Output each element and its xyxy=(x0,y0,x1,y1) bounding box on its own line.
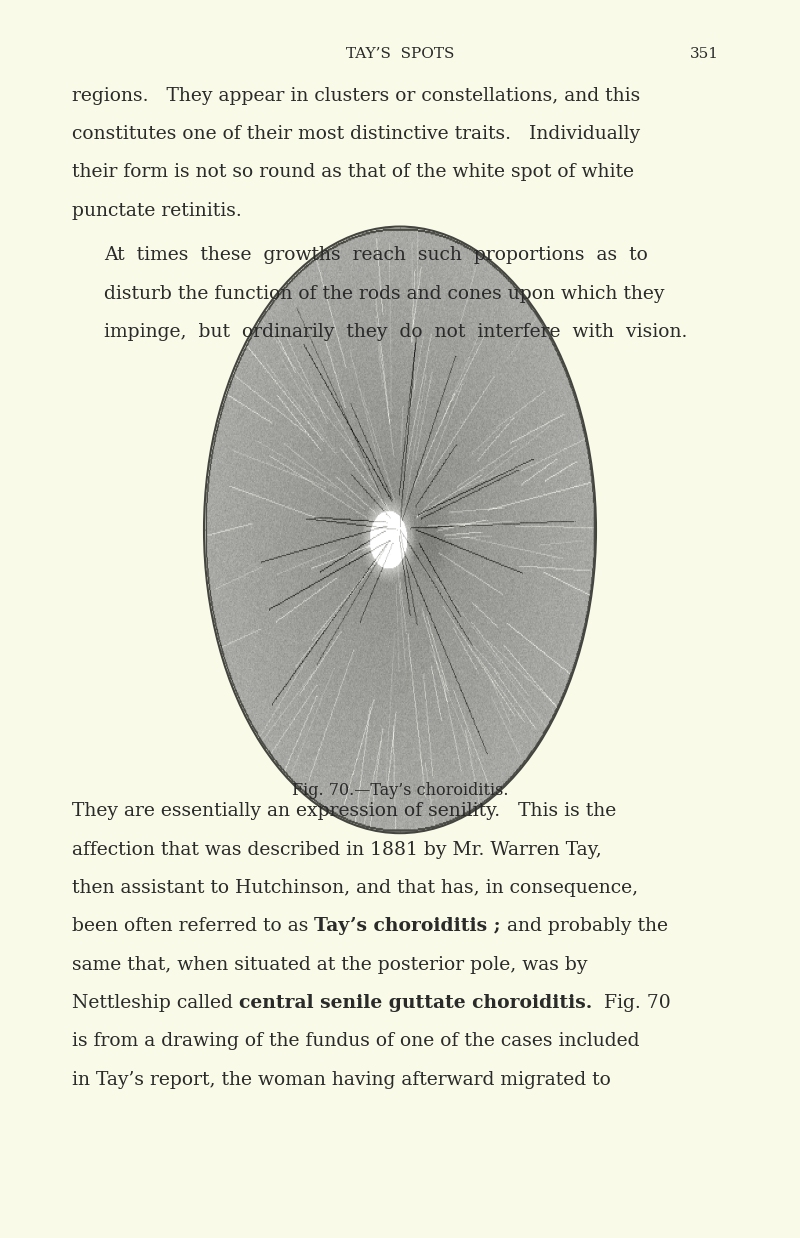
Text: in Tay’s report, the woman having afterward migrated to: in Tay’s report, the woman having afterw… xyxy=(72,1071,611,1089)
Text: Tay’s choroiditis ;: Tay’s choroiditis ; xyxy=(314,917,501,936)
Text: same that, when situated at the posterior pole, was by: same that, when situated at the posterio… xyxy=(72,956,587,974)
Text: then assistant to Hutchinson, and that has, in consequence,: then assistant to Hutchinson, and that h… xyxy=(72,879,638,898)
Text: TAY’S  SPOTS: TAY’S SPOTS xyxy=(346,47,454,62)
Text: their form is not so round as that of the white spot of white: their form is not so round as that of th… xyxy=(72,163,634,182)
Text: been often referred to as: been often referred to as xyxy=(72,917,314,936)
Text: They are essentially an expression of senility.   This is the: They are essentially an expression of se… xyxy=(72,802,616,821)
Text: regions.   They appear in clusters or constellations, and this: regions. They appear in clusters or cons… xyxy=(72,87,640,105)
Text: Fig. 70.—Tay’s choroiditis.: Fig. 70.—Tay’s choroiditis. xyxy=(292,782,508,800)
Text: affection that was described in 1881 by Mr. Warren Tay,: affection that was described in 1881 by … xyxy=(72,841,602,859)
Text: Fig. 70: Fig. 70 xyxy=(592,994,671,1013)
Text: disturb the function of the rods and cones upon which they: disturb the function of the rods and con… xyxy=(104,285,665,303)
Text: and probably the: and probably the xyxy=(501,917,668,936)
Text: is from a drawing of the fundus of one of the cases included: is from a drawing of the fundus of one o… xyxy=(72,1032,639,1051)
Text: constitutes one of their most distinctive traits.   Individually: constitutes one of their most distinctiv… xyxy=(72,125,640,144)
Text: impinge,  but  ordinarily  they  do  not  interfere  with  vision.: impinge, but ordinarily they do not inte… xyxy=(104,323,687,342)
Text: At  times  these  growths  reach  such  proportions  as  to: At times these growths reach such propor… xyxy=(104,246,648,265)
Text: punctate retinitis.: punctate retinitis. xyxy=(72,202,242,220)
Text: central senile guttate choroiditis.: central senile guttate choroiditis. xyxy=(239,994,592,1013)
Text: 351: 351 xyxy=(690,47,718,62)
Text: Nettleship called: Nettleship called xyxy=(72,994,239,1013)
